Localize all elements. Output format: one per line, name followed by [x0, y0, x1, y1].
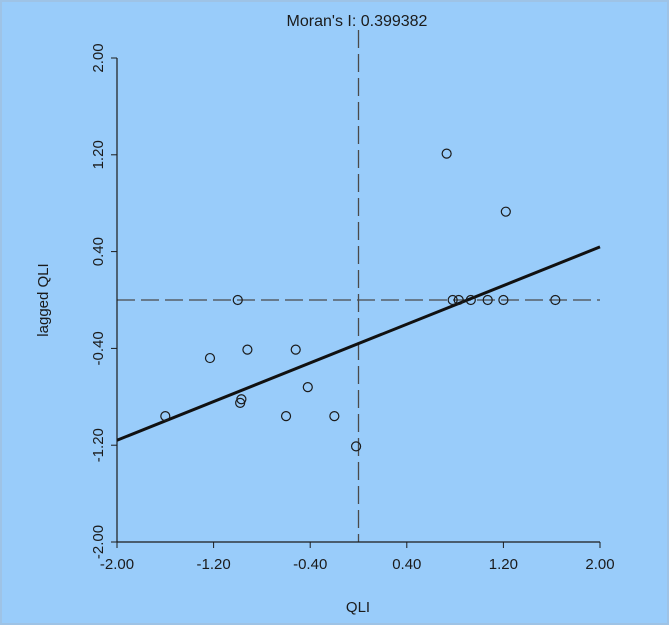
- data-point: [232, 294, 243, 306]
- y-tick-label: -1.20: [90, 428, 107, 462]
- y-axis-label: lagged QLI: [35, 263, 52, 336]
- data-point: [236, 394, 247, 405]
- x-tick-label: -0.40: [293, 556, 327, 573]
- data-point: [453, 294, 464, 306]
- data-point: [242, 344, 253, 355]
- y-tick-label: -0.40: [90, 331, 107, 365]
- y-tick-label: -2.00: [90, 525, 107, 559]
- data-point: [280, 411, 292, 422]
- y-tick-label: 1.20: [90, 140, 107, 169]
- data-point: [550, 294, 561, 306]
- x-tick-label: -1.20: [196, 556, 230, 573]
- data-point: [290, 344, 301, 355]
- data-point: [329, 411, 340, 422]
- x-axis-label: QLI: [346, 599, 370, 616]
- data-point: [441, 148, 452, 159]
- data-point: [465, 294, 476, 306]
- chart-title: Moran's I: 0.399382: [287, 13, 428, 30]
- data-point: [204, 352, 216, 364]
- y-tick-label: 2.00: [90, 43, 107, 72]
- data-point: [350, 441, 362, 452]
- x-tick-label: -2.00: [100, 556, 134, 573]
- data-point: [482, 294, 493, 306]
- data-point: [500, 206, 511, 217]
- data-point: [447, 294, 458, 306]
- regression-line: [116, 245, 601, 442]
- x-tick-label: 0.40: [392, 556, 421, 573]
- data-point: [498, 294, 509, 306]
- x-tick-label: 2.00: [585, 556, 614, 573]
- x-tick-label: 1.20: [489, 556, 518, 573]
- data-point: [302, 382, 313, 393]
- y-tick-label: 0.40: [90, 237, 107, 266]
- data-point: [160, 411, 171, 422]
